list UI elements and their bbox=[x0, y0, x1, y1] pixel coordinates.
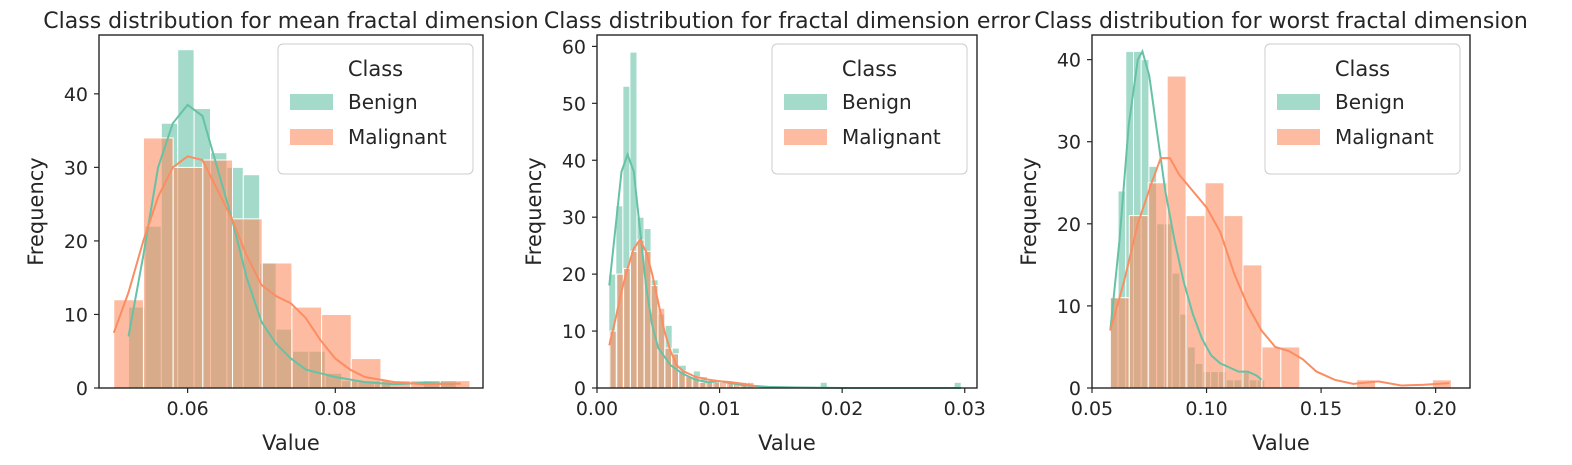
legend-label-malignant: Malignant bbox=[1335, 125, 1434, 149]
histogram-bar bbox=[616, 273, 625, 389]
y-tick-label: 10 bbox=[562, 321, 586, 343]
legend-label-benign: Benign bbox=[842, 90, 912, 114]
histogram-bar bbox=[623, 267, 631, 389]
plot-frame bbox=[1091, 34, 1471, 389]
legend: Class Benign Malignant bbox=[771, 43, 968, 175]
y-tick-label: 40 bbox=[1057, 50, 1081, 72]
legend-title: Class bbox=[348, 57, 403, 81]
legend: Class Benign Malignant bbox=[1264, 43, 1461, 175]
histogram-bar bbox=[1147, 182, 1168, 389]
y-axis-label: Frequency bbox=[522, 157, 546, 266]
y-axis-label: Frequency bbox=[24, 157, 48, 266]
kde-line-benign bbox=[127, 103, 454, 386]
x-axis-label: Value bbox=[262, 431, 320, 455]
y-tick-label: 0 bbox=[574, 378, 586, 400]
y-tick-label: 20 bbox=[64, 231, 88, 253]
y-tick-label: 10 bbox=[64, 304, 88, 326]
legend-title: Class bbox=[1335, 57, 1390, 81]
legend-swatch-benign bbox=[290, 94, 333, 110]
x-tick-label: 0.08 bbox=[314, 398, 356, 420]
chart-title: Class distribution for worst fractal dim… bbox=[1034, 9, 1528, 34]
chart-title: Class distribution for mean fractal dime… bbox=[43, 9, 538, 34]
kde-line-benign bbox=[1109, 48, 1263, 381]
histogram-bar bbox=[172, 166, 204, 389]
y-tick-label: 30 bbox=[64, 157, 88, 179]
legend-swatch-malignant bbox=[290, 129, 333, 145]
series-malignant bbox=[1109, 75, 1452, 389]
histogram-bar bbox=[1166, 75, 1187, 389]
legend-label-malignant: Malignant bbox=[842, 125, 941, 149]
y-tick-label: 0 bbox=[1069, 378, 1081, 400]
x-tick-label: 0.06 bbox=[166, 398, 208, 420]
x-tick-label: 0.03 bbox=[944, 398, 986, 420]
y-tick-label: 30 bbox=[562, 207, 586, 229]
x-tick-label: 0.15 bbox=[1300, 398, 1342, 420]
chart-panel-1: 0.06 0.08 0 10 20 30 40 Value Frequency Class dis… bbox=[24, 9, 539, 455]
y-tick-label: 30 bbox=[1057, 132, 1081, 154]
kde-line-benign bbox=[608, 151, 962, 389]
plot-frame bbox=[596, 34, 978, 389]
y-tick-label: 50 bbox=[562, 93, 586, 115]
chart-panel-2: 0.00 0.01 0.02 0.03 0 10 20 30 40 50 60 Value Freque… bbox=[522, 9, 1031, 455]
legend: Class Benign Malignant bbox=[277, 43, 474, 175]
chart-panel-3: 0.05 0.10 0.15 0.20 0 10 20 30 40 Value Frequency C… bbox=[1017, 9, 1528, 455]
legend-label-benign: Benign bbox=[348, 90, 418, 114]
plot-frame bbox=[98, 34, 484, 389]
legend-swatch-malignant bbox=[784, 129, 827, 145]
histogram-bar bbox=[202, 159, 234, 389]
histogram-bar bbox=[1128, 215, 1149, 389]
histogram-bar bbox=[712, 381, 721, 389]
x-tick-label: 0.05 bbox=[1071, 398, 1113, 420]
legend-swatch-malignant bbox=[1277, 129, 1320, 145]
x-tick-label: 0.00 bbox=[576, 398, 618, 420]
histogram-bar bbox=[664, 347, 673, 389]
x-tick-label: 0.10 bbox=[1185, 398, 1227, 420]
chart-title: Class distribution for fractal dimension… bbox=[544, 9, 1031, 34]
y-tick-label: 40 bbox=[562, 150, 586, 172]
legend-swatch-benign bbox=[784, 94, 827, 110]
histogram-bar bbox=[629, 250, 638, 389]
histogram-bar bbox=[698, 381, 707, 389]
x-axis-label: Value bbox=[758, 431, 816, 455]
y-tick-label: 0 bbox=[76, 378, 88, 400]
series-malignant bbox=[113, 137, 471, 389]
y-tick-label: 20 bbox=[1057, 214, 1081, 236]
y-tick-label: 60 bbox=[562, 36, 586, 58]
legend-swatch-benign bbox=[1277, 94, 1320, 110]
x-axis-label: Value bbox=[1252, 431, 1310, 455]
legend-title: Class bbox=[842, 57, 897, 81]
y-tick-label: 40 bbox=[64, 84, 88, 106]
histogram-bar bbox=[1261, 346, 1282, 389]
histogram-bar bbox=[1223, 215, 1244, 389]
x-tick-label: 0.01 bbox=[698, 398, 740, 420]
kde-line-malignant bbox=[608, 238, 757, 388]
histogram-bar bbox=[142, 137, 174, 389]
kde-line-malignant bbox=[1109, 157, 1450, 387]
histogram-bar bbox=[1280, 346, 1301, 389]
x-tick-label: 0.20 bbox=[1414, 398, 1456, 420]
histogram-bar bbox=[232, 218, 263, 389]
x-tick-label: 0.02 bbox=[821, 398, 863, 420]
kde-line-malignant bbox=[112, 155, 461, 386]
y-axis-label: Frequency bbox=[1017, 157, 1041, 266]
histogram-bar bbox=[261, 262, 293, 389]
y-tick-label: 20 bbox=[562, 264, 586, 286]
legend-label-benign: Benign bbox=[1335, 90, 1405, 114]
legend-label-malignant: Malignant bbox=[348, 125, 447, 149]
histogram-bar bbox=[113, 299, 144, 389]
y-tick-label: 10 bbox=[1057, 296, 1081, 318]
